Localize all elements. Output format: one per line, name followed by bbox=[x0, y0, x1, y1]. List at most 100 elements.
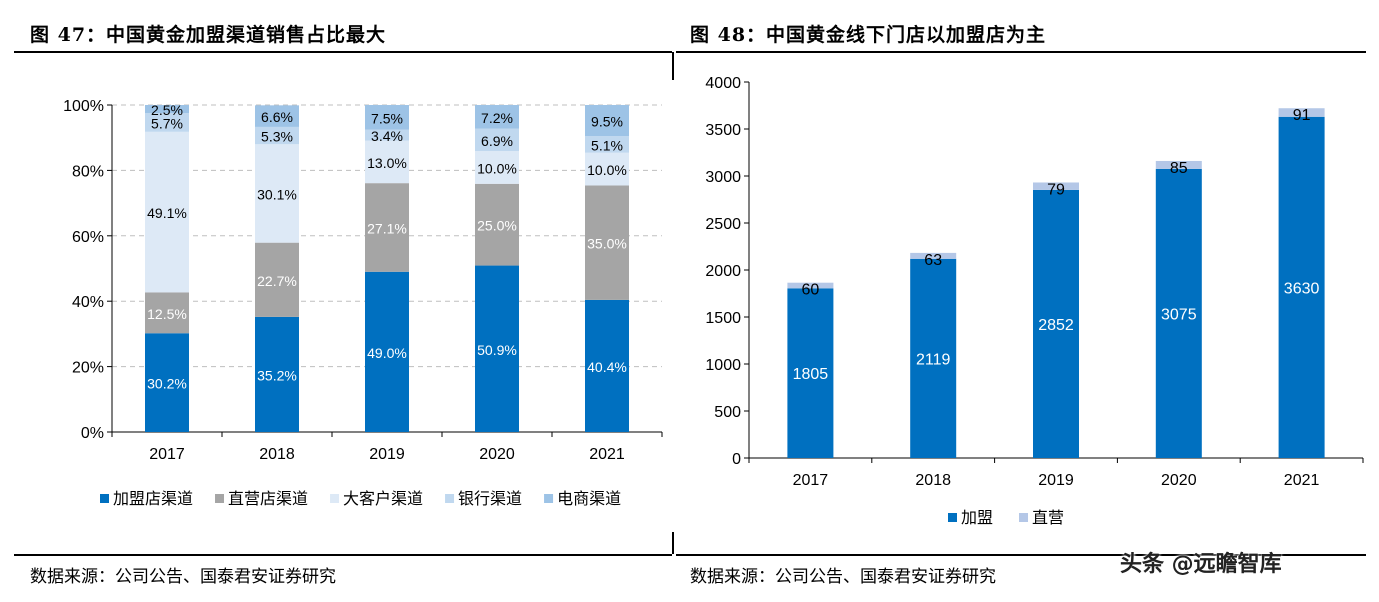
panel-separator-bottom bbox=[672, 532, 674, 554]
bar-segment bbox=[475, 128, 519, 152]
bar-segment bbox=[145, 131, 189, 293]
title-divider-right bbox=[676, 51, 1366, 53]
data-label: 10.0% bbox=[477, 160, 517, 176]
data-label: 91 bbox=[1293, 107, 1311, 124]
data-label: 9.5% bbox=[591, 114, 623, 130]
bar-segment bbox=[365, 129, 409, 141]
y-tick-label: 0 bbox=[732, 451, 741, 468]
x-tick-label: 2020 bbox=[479, 446, 515, 463]
data-label: 2852 bbox=[1038, 317, 1074, 334]
data-label: 25.0% bbox=[477, 218, 517, 234]
x-tick-label: 2017 bbox=[793, 472, 829, 489]
source-divider-left bbox=[14, 554, 672, 556]
y-tick-label: 40% bbox=[72, 294, 104, 311]
data-label: 27.1% bbox=[367, 220, 407, 236]
y-tick-label: 3500 bbox=[705, 122, 741, 139]
figure-47-source: 数据来源：公司公告、国泰君安证券研究 bbox=[30, 567, 336, 587]
bar-segment bbox=[255, 126, 299, 145]
data-label: 3075 bbox=[1161, 306, 1197, 323]
data-label: 85 bbox=[1170, 160, 1188, 177]
bar-segment bbox=[1278, 116, 1325, 458]
figure-48-title: 图 48：中国黄金线下门店以加盟店为主 bbox=[690, 24, 1047, 46]
legend-label: 加盟店渠道 bbox=[113, 490, 193, 508]
data-label: 35.2% bbox=[257, 367, 297, 383]
data-label: 30.1% bbox=[257, 186, 297, 202]
data-label: 1805 bbox=[793, 366, 829, 383]
bar-segment bbox=[145, 105, 189, 114]
legend-label: 直营店渠道 bbox=[228, 490, 308, 508]
bar-segment bbox=[475, 105, 519, 129]
data-label: 2119 bbox=[916, 351, 951, 368]
source-divider-right bbox=[676, 554, 1366, 556]
bar-segment bbox=[1155, 160, 1202, 169]
data-label: 10.0% bbox=[587, 162, 627, 178]
legend-swatch bbox=[1019, 513, 1029, 522]
y-tick-label: 1500 bbox=[705, 310, 741, 327]
x-tick-label: 2018 bbox=[915, 472, 951, 489]
data-label: 3.4% bbox=[371, 128, 403, 144]
store-count-stacked-bar-chart: 0 500 1000 1500 2000 2500 3000 3500 4000 1805 60 20… bbox=[705, 75, 1364, 527]
bar-segment bbox=[255, 105, 299, 127]
data-label: 49.0% bbox=[367, 345, 407, 361]
data-label: 60 bbox=[802, 282, 820, 299]
bar-segment bbox=[365, 271, 409, 432]
legend-swatch bbox=[215, 494, 225, 503]
y-tick-label: 2500 bbox=[705, 216, 741, 233]
data-label: 2.5% bbox=[151, 102, 183, 118]
channel-share-stacked-bar-chart: 0% 20% 40% 60% 80% 100% 30.2% 12.5% 49.1% 5.7%2.5… bbox=[63, 98, 663, 508]
data-label: 6.6% bbox=[261, 109, 293, 125]
bar-segment bbox=[475, 265, 519, 432]
bar-segment bbox=[255, 144, 299, 243]
x-tick-label: 2017 bbox=[149, 446, 185, 463]
data-label: 5.1% bbox=[591, 137, 623, 153]
data-label: 7.5% bbox=[371, 110, 403, 126]
data-label: 79 bbox=[1047, 181, 1065, 198]
data-label: 35.0% bbox=[587, 236, 627, 252]
bar-segment bbox=[365, 183, 409, 272]
bar-segment bbox=[255, 316, 299, 432]
y-tick-label: 100% bbox=[63, 98, 104, 115]
x-tick-label: 2019 bbox=[369, 446, 405, 463]
legend-swatch bbox=[544, 494, 554, 503]
data-label: 5.3% bbox=[261, 129, 293, 145]
bar-segment bbox=[365, 105, 409, 130]
bar-segment bbox=[365, 140, 409, 184]
bar-segment bbox=[475, 183, 519, 266]
bar-segment bbox=[910, 258, 957, 458]
legend-label: 银行渠道 bbox=[458, 490, 522, 508]
figure-48-source: 数据来源：公司公告、国泰君安证券研究 bbox=[690, 567, 996, 587]
bar-segment bbox=[1033, 189, 1079, 459]
legend-label: 加盟 bbox=[961, 509, 993, 527]
x-tick-label: 2018 bbox=[259, 446, 295, 463]
watermark: 头条 @远瞻智库 bbox=[1120, 552, 1282, 577]
bar-segment bbox=[585, 299, 629, 432]
title-divider-left bbox=[14, 51, 672, 53]
bar-segment bbox=[1155, 168, 1202, 458]
bar-segment bbox=[145, 113, 189, 132]
data-label: 50.9% bbox=[477, 342, 517, 358]
bar-segment bbox=[585, 185, 629, 300]
bar-segment bbox=[787, 288, 834, 458]
y-tick-label: 1000 bbox=[705, 357, 741, 374]
bar-segment bbox=[787, 282, 834, 289]
legend-swatch bbox=[100, 494, 109, 503]
legend-swatch bbox=[445, 494, 455, 503]
figure-47-title: 图 47：中国黄金加盟渠道销售占比最大 bbox=[30, 24, 387, 46]
bar-segment bbox=[585, 105, 629, 137]
bar-segment bbox=[145, 333, 189, 432]
x-tick-label: 2021 bbox=[1284, 472, 1320, 489]
y-tick-label: 0% bbox=[81, 425, 104, 442]
y-tick-label: 60% bbox=[72, 229, 104, 246]
data-label: 3630 bbox=[1284, 280, 1320, 297]
y-tick-label: 4000 bbox=[705, 75, 741, 92]
bar-segment bbox=[1278, 108, 1325, 117]
legend-swatch bbox=[948, 513, 957, 522]
legend-label: 电商渠道 bbox=[557, 490, 621, 508]
y-tick-label: 3000 bbox=[705, 169, 741, 186]
x-tick-label: 2020 bbox=[1161, 472, 1197, 489]
data-label: 12.5% bbox=[147, 306, 187, 322]
y-tick-label: 80% bbox=[72, 163, 104, 180]
panel-separator-top bbox=[672, 52, 674, 80]
data-label: 6.9% bbox=[481, 133, 513, 149]
legend-label: 大客户渠道 bbox=[343, 490, 423, 508]
